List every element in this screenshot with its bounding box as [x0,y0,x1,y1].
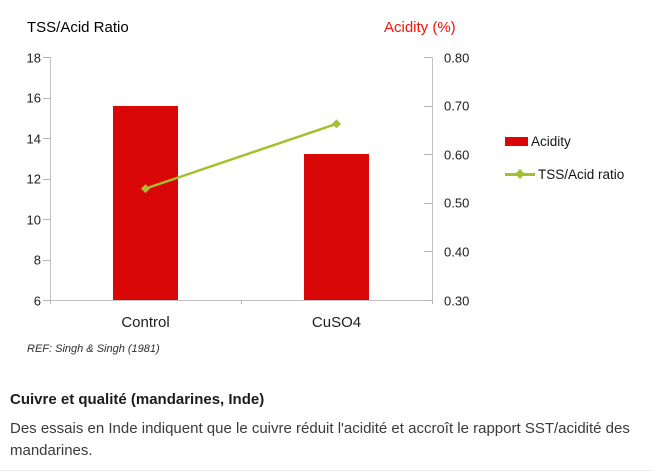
left-axis-tick [43,178,50,180]
x-axis-tick [50,300,51,304]
right-axis-tick [424,251,432,253]
left-axis-tick-label: 16 [26,90,41,106]
right-axis-tick-label: 0.80 [444,50,470,65]
left-axis-tick [43,300,50,301]
right-axis-tick [424,154,432,156]
caption-heading: Cuivre et qualité (mandarines, Inde) [10,391,265,408]
legend-label-acidity: Acidity [531,133,571,149]
data-point-diamond-icon [332,119,341,129]
left-axis-tick-label: 10 [26,212,41,227]
right-axis-tick-label: 0.40 [444,244,470,260]
left-axis-tick [43,57,50,58]
caption-body: Des essais en Inde indiquent que le cuiv… [10,420,630,459]
x-axis-tick [432,300,433,304]
bar-swatch-icon [505,136,528,146]
left-axis-tick-label: 14 [26,131,41,146]
right-axis-tick [424,57,432,58]
bottom-divider [0,470,651,471]
left-axis-tick [43,138,50,139]
diamond-marker-icon [515,169,525,179]
right-axis-tick-label: 0.60 [444,147,470,163]
left-axis-tick-label: 12 [26,171,41,187]
legend: Acidity TSS/Acid ratio [505,131,624,197]
right-axis-title: Acidity (%) [384,19,456,36]
bar-cuso4 [304,154,369,300]
right-axis-tick-label: 0.30 [444,293,470,308]
right-axis-tick [424,202,432,204]
right-axis-tick-label: 0.70 [444,98,470,114]
left-axis-tick [43,219,50,220]
right-axis-tick-label: 0.50 [444,195,470,211]
left-axis-tick [43,97,50,99]
legend-item-acidity: Acidity [505,131,624,151]
source-note: REF: Singh & Singh (1981) [27,343,160,355]
x-category-label: Control [121,314,170,331]
left-axis-title: TSS/Acid Ratio [27,19,129,36]
left-axis-tick-label: 18 [26,50,41,65]
left-axis-tick [43,259,50,261]
line-swatch-icon [505,169,535,179]
right-axis-line [432,57,433,300]
x-category-label: CuSO4 [311,314,362,331]
left-axis-line [50,57,51,300]
legend-label-tss-acid-ratio: TSS/Acid ratio [538,166,625,182]
legend-item-tss-acid-ratio: TSS/Acid ratio [505,164,624,184]
x-axis-tick [241,300,242,304]
bar-control [113,105,178,300]
right-axis-tick [424,300,432,301]
right-axis-tick [424,105,432,107]
left-axis-tick-label: 6 [33,293,41,308]
left-axis-tick-label: 8 [33,252,41,268]
